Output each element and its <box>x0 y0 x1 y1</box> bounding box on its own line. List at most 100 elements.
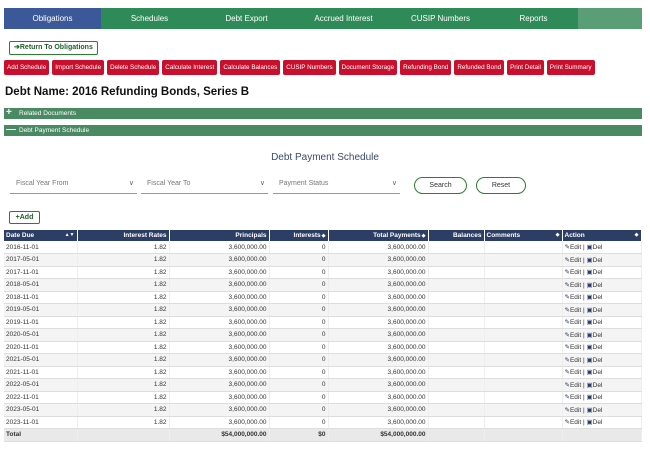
search-button[interactable]: Search <box>414 177 467 194</box>
cell-balance <box>428 341 485 354</box>
debt-payment-schedule-section[interactable]: — Debt Payment Schedule <box>4 125 642 136</box>
debt-name-heading: Debt Name: 2016 Refunding Bonds, Series … <box>5 86 250 98</box>
delete-button[interactable]: ▣Del <box>586 281 603 289</box>
tab-obligations[interactable]: Obligations <box>4 8 101 29</box>
payment-status-select[interactable]: Payment Status ∨ <box>273 176 400 194</box>
delete-button[interactable]: ▣Del <box>586 256 603 264</box>
cell-comment <box>484 316 563 329</box>
delete-button[interactable]: ▣Del <box>586 369 603 377</box>
cell-date-due: 2023-11-01 <box>4 416 78 429</box>
cusip-numbers-button[interactable]: CUSIP Numbers <box>283 60 336 75</box>
cell-principal: 3,600,000.00 <box>169 316 270 329</box>
edit-button[interactable]: ✎Edit <box>564 381 582 389</box>
fiscal-year-from-select[interactable]: Fiscal Year From ∨ <box>10 176 137 194</box>
delete-button[interactable]: ▣Del <box>586 394 603 402</box>
return-to-obligations-button[interactable]: ➔Return To Obligations <box>9 41 98 55</box>
edit-icon: ✎ <box>564 256 570 264</box>
cell-total-payment: 3,600,000.00 <box>328 378 429 392</box>
cell-balance <box>428 328 485 342</box>
cell-comment <box>484 391 563 404</box>
edit-icon: ✎ <box>564 369 570 377</box>
chevron-down-icon: ∨ <box>259 180 265 187</box>
reset-button[interactable]: Reset <box>476 177 526 194</box>
edit-button[interactable]: ✎Edit <box>564 394 582 402</box>
edit-button[interactable]: ✎Edit <box>564 244 582 251</box>
cell-comment <box>484 328 563 342</box>
trash-icon: ▣ <box>586 331 593 339</box>
trash-icon: ▣ <box>586 256 593 264</box>
edit-button[interactable]: ✎Edit <box>564 281 582 289</box>
edit-button[interactable]: ✎Edit <box>564 294 582 302</box>
cell-interest: 0 <box>269 416 329 429</box>
tab-debt-export[interactable]: Debt Export <box>225 14 268 23</box>
trash-icon: ▣ <box>586 281 593 289</box>
fiscal-year-to-select[interactable]: Fiscal Year To ∨ <box>141 176 268 194</box>
col-balances[interactable]: Balances <box>428 230 485 241</box>
cell-principal: 3,600,000.00 <box>169 403 270 417</box>
edit-icon: ✎ <box>564 319 570 327</box>
cell-comment <box>484 303 563 317</box>
delete-button[interactable]: ▣Del <box>586 406 603 414</box>
delete-button[interactable]: ▣Del <box>586 244 603 251</box>
cell-action: ✎Edit | ▣Del <box>562 366 642 379</box>
edit-button[interactable]: ✎Edit <box>564 306 582 314</box>
cell-comment <box>484 266 563 279</box>
delete-button[interactable]: ▣Del <box>586 294 603 302</box>
delete-button[interactable]: ▣Del <box>586 381 603 389</box>
edit-button[interactable]: ✎Edit <box>564 419 582 427</box>
cell-balance <box>428 303 485 317</box>
table-row: 2022-11-01 1.82 3,600,000.00 0 3,600,000.00 ✎… <box>4 391 642 404</box>
tab-accrued-interest[interactable]: Accrued Interest <box>314 14 373 23</box>
refunded-bond-button[interactable]: Refunded Bond <box>454 60 505 75</box>
edit-button[interactable]: ✎Edit <box>564 269 582 277</box>
calculate-interest-button[interactable]: Calculate Interest <box>162 60 218 75</box>
delete-button[interactable]: ▣Del <box>586 419 603 427</box>
refunding-bond-button[interactable]: Refunding Bond <box>400 60 452 75</box>
add-row-button[interactable]: +Add <box>9 211 40 224</box>
col-interest-rates[interactable]: Interest Rates <box>77 230 170 241</box>
delete-schedule-button[interactable]: Delete Schedule <box>107 60 160 75</box>
sort-icon: ◆ <box>634 232 639 238</box>
delete-button[interactable]: ▣Del <box>586 306 603 314</box>
cell-balance <box>428 253 485 267</box>
edit-icon: ✎ <box>564 406 570 414</box>
tab-schedules[interactable]: Schedules <box>130 14 169 23</box>
arrow-left-icon: ➔ <box>14 44 20 51</box>
cell-date-due: 2017-11-01 <box>4 266 78 279</box>
delete-button[interactable]: ▣Del <box>586 331 603 339</box>
total-interests: $0 <box>269 428 329 442</box>
edit-button[interactable]: ✎Edit <box>564 344 582 352</box>
col-principals[interactable]: Principals <box>169 230 270 241</box>
cell-comment <box>484 278 563 292</box>
table-row: 2018-05-01 1.82 3,600,000.00 0 3,600,000.00 ✎… <box>4 278 642 292</box>
edit-button[interactable]: ✎Edit <box>564 319 582 327</box>
delete-button[interactable]: ▣Del <box>586 344 603 352</box>
print-summary-button[interactable]: Print Summary <box>546 60 595 75</box>
related-documents-section[interactable]: + Related Documents <box>4 108 642 119</box>
edit-button[interactable]: ✎Edit <box>564 356 582 364</box>
cell-interest: 0 <box>269 303 329 317</box>
col-interests[interactable]: Interests◆ <box>269 230 329 241</box>
edit-button[interactable]: ✎Edit <box>564 331 582 339</box>
tab-reports[interactable]: Reports <box>519 14 548 23</box>
delete-button[interactable]: ▣Del <box>586 356 603 364</box>
document-storage-button[interactable]: Document Storage <box>338 60 398 75</box>
cell-date-due: 2016-11-01 <box>4 241 78 254</box>
tab-cusip-numbers[interactable]: CUSIP Numbers <box>411 14 470 23</box>
cell-action: ✎Edit | ▣Del <box>562 328 642 342</box>
edit-button[interactable]: ✎Edit <box>564 256 582 264</box>
edit-button[interactable]: ✎Edit <box>564 406 582 414</box>
calculate-balances-button[interactable]: Calculate Balances <box>220 60 281 75</box>
delete-button[interactable]: ▣Del <box>586 319 603 327</box>
col-total-payments[interactable]: Total Payments◆ <box>328 230 429 241</box>
import-schedule-button[interactable]: Import Schedule <box>52 60 105 75</box>
col-date-due[interactable]: Date Due ▲▼ <box>4 230 78 241</box>
table-row: 2023-11-01 1.82 3,600,000.00 0 3,600,000.00 ✎… <box>4 416 642 429</box>
print-detail-button[interactable]: Print Detail <box>507 60 544 75</box>
delete-button[interactable]: ▣Del <box>586 269 603 277</box>
add-schedule-button[interactable]: Add Schedule <box>4 60 50 75</box>
col-comments[interactable]: Comments ◆ <box>484 230 563 241</box>
edit-button[interactable]: ✎Edit <box>564 369 582 377</box>
table-row: 2020-11-01 1.82 3,600,000.00 0 3,600,000.00 ✎… <box>4 341 642 354</box>
edit-icon: ✎ <box>564 394 570 402</box>
